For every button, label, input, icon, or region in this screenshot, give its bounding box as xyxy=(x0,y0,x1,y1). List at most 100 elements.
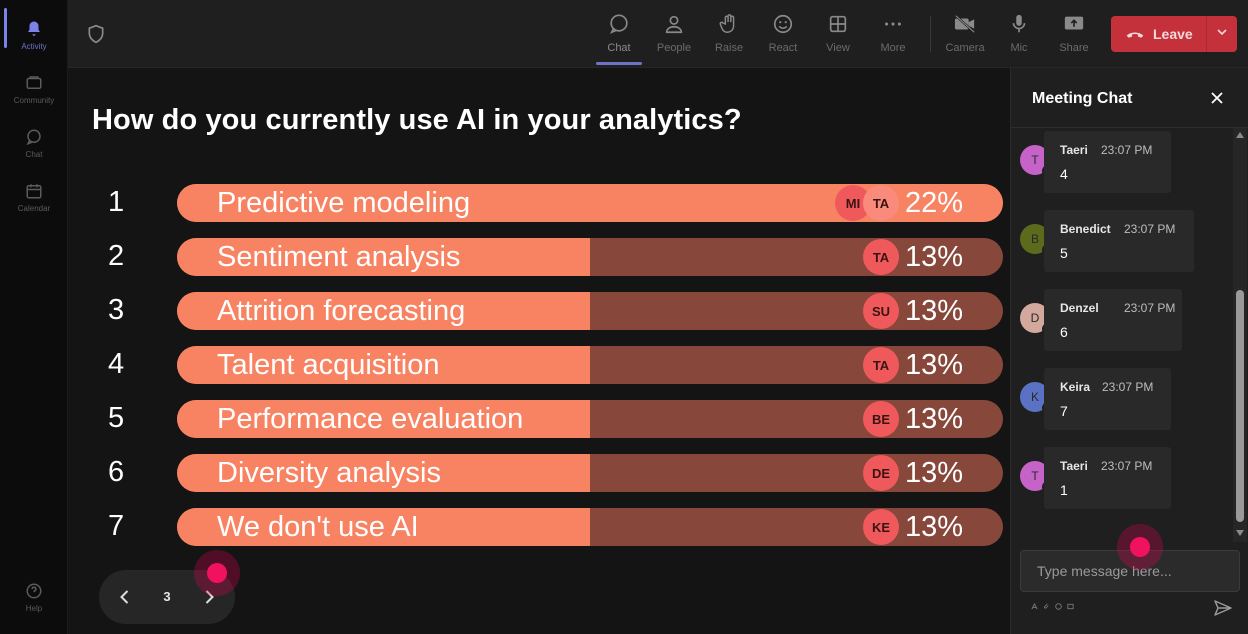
raise-hand-label: Raise xyxy=(714,42,744,54)
poll-pager: 3 xyxy=(99,570,235,624)
message-author: Taeri xyxy=(1060,459,1088,473)
send-icon[interactable] xyxy=(1213,598,1233,618)
meeting-toolbar: Chat People Raise React View xyxy=(68,0,1248,68)
poll-option-bar: Sentiment analysis 13% TA xyxy=(177,238,1003,276)
leave-options-dropdown[interactable] xyxy=(1207,16,1237,52)
camera-button[interactable]: Camera xyxy=(940,8,990,62)
raise-hand-button[interactable]: Raise xyxy=(704,8,754,62)
chat-message[interactable]: Benedict 23:07 PM 5 xyxy=(1044,210,1194,272)
format-text-icon[interactable] xyxy=(1031,602,1038,610)
poll-option-number: 2 xyxy=(108,240,125,272)
poll-option-number: 3 xyxy=(108,294,125,326)
chat-icon xyxy=(607,12,631,36)
rail-item-label: Activity xyxy=(21,42,47,51)
message-text: 5 xyxy=(1060,245,1068,261)
poll-option-bar: Diversity analysis 13% DE xyxy=(177,454,1003,492)
poll-option-label: Predictive modeling xyxy=(217,187,471,219)
poll-option-fill xyxy=(177,238,590,276)
chat-header: Meeting Chat xyxy=(1011,68,1248,128)
leave-label: Leave xyxy=(1153,26,1193,42)
smiley-icon xyxy=(771,12,795,36)
message-author: Keira xyxy=(1060,380,1091,394)
poll-option-label: Performance evaluation xyxy=(217,403,524,435)
message-timestamp: 23:07 PM xyxy=(1124,222,1176,236)
poll-option-bar: Performance evaluation 13% BE xyxy=(177,400,1003,438)
more-button[interactable]: More xyxy=(868,8,918,62)
message-text: 7 xyxy=(1060,403,1068,419)
chat-message[interactable]: Denzel 23:07 PM 6 xyxy=(1044,289,1182,351)
message-timestamp: 23:07 PM xyxy=(1124,301,1176,315)
voter-avatar: KE xyxy=(863,509,899,545)
rail-item-label: Chat xyxy=(25,150,43,159)
pointer-indicator xyxy=(194,550,240,596)
avatar-initial: T xyxy=(1031,153,1039,167)
person-icon xyxy=(662,12,686,36)
avatar-initial: D xyxy=(1030,311,1040,325)
leave-main-button[interactable]: Leave xyxy=(1111,16,1207,52)
rail-item-label: Calendar xyxy=(17,204,51,213)
toolbar-divider xyxy=(930,16,931,52)
poll-option-number: 7 xyxy=(108,510,125,542)
leave-button[interactable]: Leave xyxy=(1111,16,1237,52)
poll-option-row: 3 Attrition forecasting 13% SU xyxy=(68,292,1010,330)
poll-results-stage: How do you currently use AI in your anal… xyxy=(68,68,1010,634)
voter-avatar: TA xyxy=(863,185,899,221)
poll-option-percent: 22% xyxy=(904,187,963,219)
rail-item-community[interactable]: Community xyxy=(0,62,68,116)
mic-button-label: Mic xyxy=(1010,42,1028,54)
poll-option-fill xyxy=(177,292,590,330)
message-author: Denzel xyxy=(1060,301,1099,315)
view-button[interactable]: View xyxy=(813,8,863,62)
poll-option-fill xyxy=(177,346,590,384)
scroll-up-arrow-icon[interactable] xyxy=(1236,132,1244,138)
rail-item-calendar[interactable]: Calendar xyxy=(0,170,68,224)
scrollbar-thumb[interactable] xyxy=(1236,290,1244,522)
react-button[interactable]: React xyxy=(758,8,808,62)
calendar-icon xyxy=(24,181,44,201)
message-timestamp: 23:07 PM xyxy=(1101,459,1153,473)
poll-option-fill xyxy=(177,400,590,438)
rail-item-chat[interactable]: Chat xyxy=(0,116,68,170)
poll-option-percent: 13% xyxy=(904,241,963,273)
chat-message-input[interactable] xyxy=(1021,551,1239,591)
chevron-right-icon[interactable] xyxy=(199,587,219,607)
people-button[interactable]: People xyxy=(649,8,699,62)
rail-item-activity[interactable]: Activity xyxy=(0,8,68,62)
attach-icon[interactable] xyxy=(1043,603,1050,610)
chat-button[interactable]: Chat xyxy=(594,8,644,62)
view-button-label: View xyxy=(826,42,850,54)
poll-option-bar: Talent acquisition 13% TA xyxy=(177,346,1003,384)
avatar-initial: B xyxy=(1030,232,1039,246)
poll-option-fill xyxy=(177,508,590,546)
hand-icon xyxy=(717,12,741,36)
chevron-left-icon[interactable] xyxy=(115,587,135,607)
more-dots-icon xyxy=(881,12,905,36)
chat-message[interactable]: Taeri 23:07 PM 4 xyxy=(1044,131,1171,193)
message-text: 6 xyxy=(1060,324,1068,340)
left-rail: Activity Community Chat Calendar Help xyxy=(0,0,68,634)
poll-option-bar: Attrition forecasting 13% SU xyxy=(177,292,1003,330)
poll-option-number: 5 xyxy=(108,402,125,434)
message-text: 4 xyxy=(1060,166,1068,182)
scroll-down-arrow-icon[interactable] xyxy=(1236,530,1244,536)
chat-message[interactable]: Taeri 23:07 PM 1 xyxy=(1044,447,1171,509)
chat-scrollbar[interactable] xyxy=(1233,128,1247,542)
chat-message[interactable]: Keira 23:07 PM 7 xyxy=(1044,368,1171,430)
gif-icon[interactable] xyxy=(1067,603,1074,610)
poll-option-label: Talent acquisition xyxy=(217,349,440,381)
chat-icon xyxy=(24,127,44,147)
close-icon[interactable] xyxy=(1209,90,1225,106)
emoji-icon[interactable] xyxy=(1055,603,1062,610)
message-author: Benedict xyxy=(1060,222,1111,236)
poll-option-row: 2 Sentiment analysis 13% TA xyxy=(68,238,1010,276)
hang-up-icon xyxy=(1125,24,1145,44)
poll-option-label: Sentiment analysis xyxy=(217,241,461,273)
poll-option-bar: We don't use AI 13% KE xyxy=(177,508,1003,546)
poll-option-percent: 13% xyxy=(904,349,963,381)
poll-option-row: 7 We don't use AI 13% KE xyxy=(68,508,1010,546)
rail-item-help[interactable]: Help xyxy=(0,570,68,624)
mic-button[interactable]: Mic xyxy=(994,8,1044,62)
share-button[interactable]: Share xyxy=(1049,8,1099,62)
camera-off-icon xyxy=(953,12,977,36)
